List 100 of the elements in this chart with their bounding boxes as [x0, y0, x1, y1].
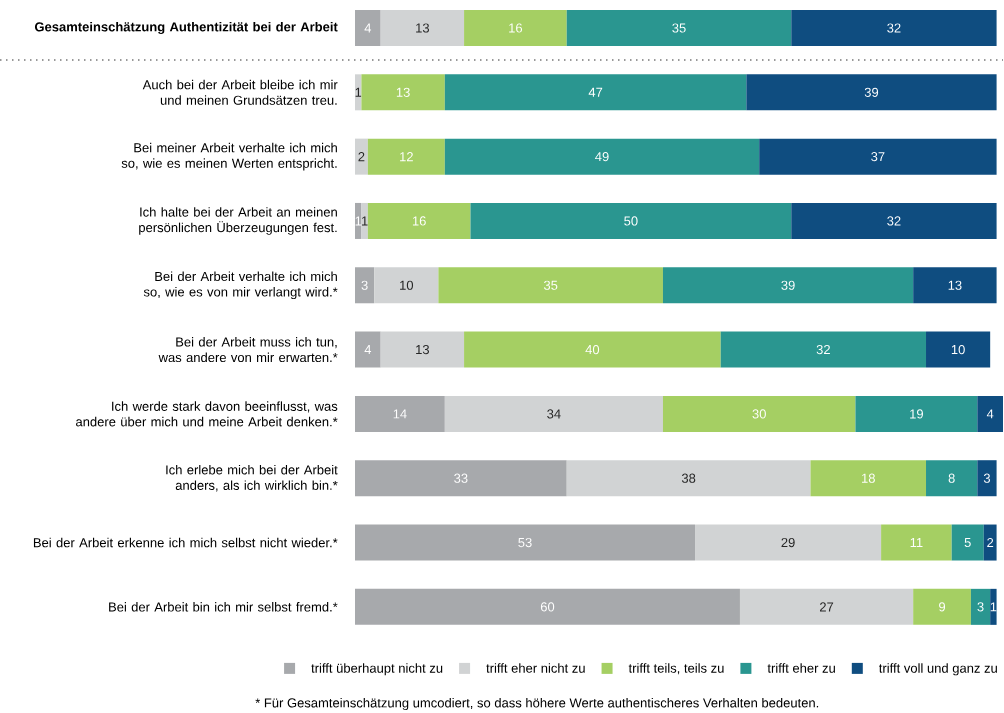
data-label: 9	[939, 602, 946, 612]
data-label: 3	[983, 473, 991, 483]
data-label: 14	[393, 409, 407, 419]
y-tick-label: Ich werde stark davon beeinflusst, was andere über mich und meine Arbeit denken.*	[76, 401, 338, 427]
data-label: 39	[781, 280, 795, 290]
legend-label: trifft überhaupt nicht zu	[311, 663, 443, 676]
y-tick-label: Ich halte bei der Arbeit an meinen persönlichen Überzeugungen fest.	[139, 207, 337, 235]
data-label: 3	[361, 280, 368, 290]
bar	[355, 331, 381, 368]
bar	[739, 588, 914, 625]
data-label: 39	[864, 87, 879, 97]
bar	[759, 138, 997, 175]
data-label: 2	[987, 537, 994, 548]
data-label: 12	[400, 152, 413, 162]
text: * Für Gesamteinschätzung umcodiert, so dass höhere Werte authentischeres Verhalten bedeuten.	[255, 697, 819, 711]
bar	[355, 460, 567, 497]
bar	[444, 74, 747, 111]
data-label: 30	[752, 409, 766, 419]
data-label: 4	[364, 23, 372, 33]
data-label: 35	[543, 280, 558, 290]
data-label: 16	[509, 23, 523, 33]
legend-label: trifft teils, teils zu	[628, 663, 724, 675]
data-label: 37	[871, 152, 885, 162]
bar	[367, 202, 471, 239]
bar	[913, 588, 971, 625]
data-label: 19	[910, 409, 924, 419]
bar	[913, 267, 997, 304]
data-label: 47	[588, 87, 603, 97]
data-label: 50	[624, 216, 638, 226]
y-tick-label: Gesamteinschätzung Authentizität bei der Arbeit	[34, 21, 338, 35]
data-label: 29	[781, 537, 795, 548]
bar	[374, 267, 439, 304]
y-tick-label: Bei der Arbeit bin ich mir selbst fremd.*	[109, 602, 338, 612]
bar	[695, 524, 882, 561]
bar	[566, 9, 792, 47]
bar	[464, 331, 721, 368]
bar	[566, 460, 811, 497]
y-tick-label: Bei der Arbeit verhalte ich mich so, wie es von mir verlangt wird.*	[143, 271, 338, 300]
bar	[855, 395, 978, 432]
data-label: 33	[454, 473, 468, 483]
data-label: 2	[358, 152, 365, 162]
bar	[464, 9, 567, 47]
bar	[970, 588, 991, 625]
bar	[881, 524, 952, 561]
data-label: 13	[948, 280, 962, 290]
data-label: 27	[820, 602, 834, 612]
data-label: 32	[887, 23, 901, 33]
data-label: 4	[364, 345, 372, 355]
data-label: 1	[355, 216, 362, 226]
bar	[367, 138, 445, 175]
bar	[791, 9, 997, 47]
bar	[444, 395, 663, 432]
legend-label: trifft voll und ganz zu	[879, 663, 997, 676]
bar	[355, 9, 381, 47]
data-label: 13	[416, 344, 430, 355]
data-label: 32	[887, 216, 901, 226]
data-label: 35	[672, 23, 686, 33]
data-label: 10	[400, 280, 414, 290]
data-label: 5	[964, 538, 971, 548]
data-label: 8	[948, 473, 955, 483]
data-label: 1	[990, 602, 997, 612]
bar	[380, 9, 465, 47]
bar	[977, 460, 997, 497]
data-label: 40	[585, 344, 600, 355]
data-label: 16	[412, 216, 426, 226]
y-tick-label: Bei der Arbeit muss ich tun, was andere von mir erwarten.*	[158, 337, 338, 363]
bar	[361, 202, 368, 239]
y-tick-label: Bei der Arbeit erkenne ich mich selbst nicht wieder.*	[33, 537, 338, 548]
data-label: 3	[977, 602, 984, 612]
bar	[926, 331, 991, 368]
data-label: 13	[396, 87, 410, 97]
bar	[361, 74, 445, 111]
data-label: 10	[951, 344, 965, 355]
bar	[355, 588, 740, 625]
data-label: 1	[355, 87, 362, 97]
y-tick-label: Ich erlebe mich bei der Arbeit anders, als ich wirklich bin.*	[166, 464, 338, 492]
y-tick-label: Bei meiner Arbeit verhalte ich mich so, wie es meinen Werten entspricht.	[121, 142, 337, 171]
bar	[662, 267, 914, 304]
data-label: 60	[540, 602, 555, 612]
bar	[470, 202, 792, 239]
bar	[720, 331, 927, 368]
data-label: 38	[681, 473, 696, 483]
bar	[438, 267, 663, 304]
bar	[791, 202, 997, 239]
data-label: 34	[547, 409, 561, 419]
bar	[746, 74, 997, 111]
bar	[977, 395, 1004, 432]
bar	[662, 395, 856, 432]
legend-label: trifft eher nicht zu	[486, 663, 585, 673]
legend-label: trifft eher zu	[767, 663, 835, 673]
data-label: 11	[910, 538, 923, 548]
bar	[355, 267, 375, 304]
bar	[355, 138, 368, 175]
bar	[990, 588, 997, 625]
bar	[355, 395, 445, 432]
bar	[380, 331, 465, 368]
data-label: 53	[518, 537, 532, 548]
y-tick-label: Auch bei der Arbeit bleibe ich mir und meinen Grundsätzen treu.	[142, 79, 338, 105]
data-label: 32	[816, 344, 830, 355]
bar	[951, 524, 984, 561]
